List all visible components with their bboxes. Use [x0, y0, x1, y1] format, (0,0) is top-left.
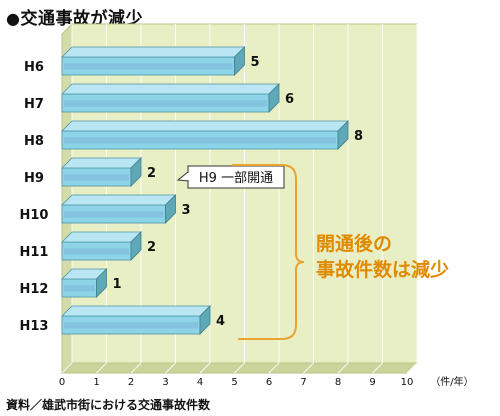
x-unit-label: （件/年）	[430, 375, 473, 388]
bar-top	[61, 231, 142, 243]
bar-side	[165, 194, 176, 224]
x-tick-label: 6	[266, 377, 272, 388]
category-label: H11	[20, 245, 49, 260]
bar-side	[130, 231, 142, 261]
bar-texture	[64, 285, 95, 292]
value-label: 5	[251, 55, 260, 70]
bars	[61, 46, 349, 335]
value-labels: 5 6 8 2 3 2 1 4	[113, 55, 364, 329]
bar-side	[199, 305, 211, 335]
bar-top	[61, 157, 142, 169]
category-label: H10	[20, 208, 49, 223]
category-label: H6	[24, 60, 44, 75]
x-tick-label: 2	[128, 377, 134, 388]
x-tick-label: 9	[369, 377, 375, 388]
bar	[61, 194, 177, 224]
callout-join	[187, 173, 190, 180]
x-tick-label: 3	[162, 377, 168, 388]
callout-text: H9 一部開通	[199, 171, 273, 186]
gridline-floor	[268, 362, 280, 374]
bar	[61, 83, 280, 113]
bar-texture	[64, 63, 233, 70]
value-label: 8	[354, 129, 363, 144]
x-tick-label: 5	[231, 377, 237, 388]
value-label: 2	[147, 240, 156, 255]
summary-bracket	[232, 164, 305, 340]
bar-side	[268, 83, 280, 113]
bar-texture	[64, 100, 267, 107]
category-label: H7	[24, 97, 44, 112]
bar-side	[130, 157, 142, 187]
bar	[61, 157, 142, 187]
gridline-floor	[337, 362, 349, 374]
value-label: 3	[182, 203, 191, 218]
bar-texture	[64, 322, 198, 329]
value-label: 2	[147, 166, 156, 181]
x-tick-label: 8	[335, 377, 341, 388]
bar	[61, 268, 108, 298]
bar	[61, 305, 211, 335]
title-bullet: ●	[6, 9, 21, 28]
x-tick-labels: 0 1 2 3 4 5 6 7 8 9 10	[59, 377, 414, 388]
bar-texture	[64, 137, 336, 144]
value-label: 6	[285, 92, 294, 107]
source-note: 資料／雄武市街における交通事故件数	[6, 398, 211, 412]
summary-annotation: 開通後の 事故件数は減少	[316, 232, 449, 281]
bar-side	[96, 268, 107, 298]
value-label: 4	[216, 314, 225, 329]
value-label: 1	[113, 277, 122, 292]
x-tick-label: 7	[300, 377, 306, 388]
gridline-floor	[234, 362, 245, 374]
category-label: H12	[20, 282, 49, 297]
bar-top	[61, 305, 211, 317]
bar-top	[61, 83, 280, 95]
bar-top	[61, 46, 246, 58]
gridline-floor	[165, 362, 176, 374]
gridline-floor	[199, 362, 211, 374]
bar-texture	[64, 248, 129, 255]
category-labels: H6 H7 H8 H9 H10 H11 H12 H13	[20, 60, 49, 334]
x-tick-label: 1	[93, 377, 99, 388]
callout: H9 一部開通	[176, 164, 305, 340]
bar	[61, 46, 246, 76]
x-tick-label: 0	[59, 377, 65, 388]
summary-line-1: 開通後の	[316, 232, 392, 255]
gridline-floor	[61, 362, 73, 374]
gridline-floor	[130, 362, 142, 374]
bar-texture	[64, 174, 129, 181]
bar	[61, 231, 142, 261]
x-tick-label: 4	[197, 377, 203, 388]
bar-top	[61, 194, 177, 206]
gridline-floor	[303, 362, 314, 374]
summary-line-2: 事故件数は減少	[316, 258, 449, 281]
bar	[61, 120, 349, 150]
gridline-floor	[372, 362, 383, 374]
gridline-floor	[96, 362, 107, 374]
bar-texture	[64, 211, 164, 218]
bar-top	[61, 120, 349, 132]
gridline-floor	[406, 362, 418, 374]
category-label: H13	[20, 319, 49, 334]
category-label: H8	[24, 134, 44, 149]
category-label: H9	[24, 171, 44, 186]
bar-side	[337, 120, 349, 150]
x-tick-label: 10	[401, 377, 414, 388]
bar-side	[234, 46, 245, 76]
